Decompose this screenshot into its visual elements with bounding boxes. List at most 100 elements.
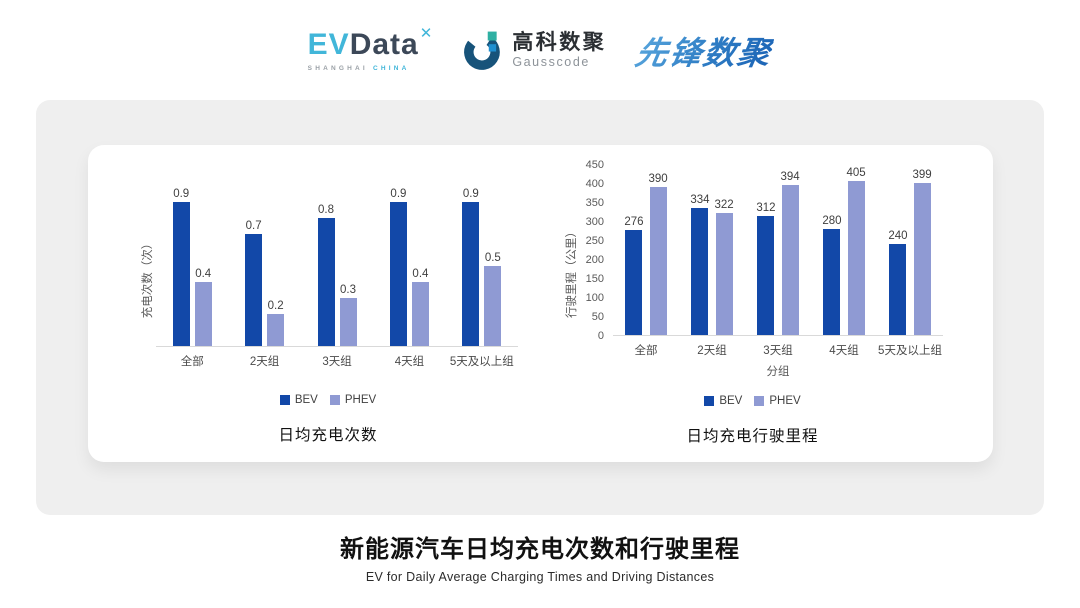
- data-label: 334: [690, 193, 710, 206]
- data-label: 0.8: [318, 203, 335, 216]
- bar-column-phev: 0.4: [411, 267, 429, 346]
- y-tick-label: 150: [585, 273, 604, 285]
- bar-phev: [411, 282, 429, 346]
- bar-column-phev: 0.4: [194, 268, 212, 346]
- bar-phev: [267, 314, 285, 346]
- gausscode-logo: 高科数聚 Gausscode: [462, 30, 606, 72]
- bar-column-phev: 0.5: [484, 252, 502, 346]
- x-axis-label: 分组: [766, 366, 790, 378]
- category-label: 3天组: [322, 356, 352, 368]
- bar-column-bev: 0.8: [317, 203, 335, 346]
- bar-bev: [625, 230, 643, 335]
- gausscode-en-text: Gausscode: [512, 55, 590, 70]
- legend-item-bev: BEV: [279, 394, 318, 406]
- category-labels: 全部 2天组 3天组 4天组 5天及以上组: [156, 353, 518, 369]
- bar-column-bev: 0.9: [172, 187, 190, 346]
- chart-title: 日均充电行驶里程: [686, 428, 819, 445]
- bar-column-phev: 394: [780, 170, 800, 335]
- category-labels: 全部 2天组 3天组 4天组 5天及以上组: [613, 342, 943, 358]
- chart-body: 行驶里程（公里） 0 50 100 150 200 250 300 350 400 450 276 39…: [562, 159, 943, 379]
- bar-phev: [484, 266, 502, 346]
- y-tick-label: 350: [585, 197, 604, 209]
- bar-column-bev: 312: [756, 201, 776, 335]
- bar-group: 280 405: [811, 165, 877, 335]
- chart-title: 日均充电次数: [278, 427, 378, 444]
- bar-bev: [757, 216, 775, 335]
- gausscode-text: 高科数聚 Gausscode: [512, 32, 606, 69]
- xianfeng-wordmark: 先锋数聚: [632, 28, 776, 74]
- evdata-china-text: CHINA: [372, 65, 410, 72]
- evdata-shanghai-text: SHANGHAI: [307, 65, 368, 72]
- category-label: 4天组: [394, 356, 425, 368]
- y-tick-label: 0: [597, 330, 604, 342]
- data-label: 405: [846, 166, 866, 179]
- category-label: 5天及以上组: [878, 345, 942, 357]
- category-label: 全部: [180, 356, 204, 368]
- data-label: 312: [756, 201, 776, 214]
- xianfeng-logo: 先锋数聚: [633, 28, 775, 74]
- bar-phev: [194, 282, 212, 346]
- bar-group: 0.7 0.2: [228, 187, 300, 346]
- legend-swatch-bev: [704, 396, 715, 406]
- legend: BEV PHEV: [279, 394, 376, 406]
- main-subtitle: EV for Daily Average Charging Times and …: [365, 570, 715, 584]
- category-label: 2天组: [697, 345, 727, 357]
- legend-label: BEV: [719, 395, 743, 407]
- plot-wrap: 0.9 0.4 0.7 0.2 0.8 0.3 0.9 0.4 0.9 0.5 全部 2天组 3天组 4天…: [156, 187, 518, 369]
- category-label: 5天及以上组: [449, 356, 514, 368]
- bar-bev: [317, 218, 335, 346]
- bar-column-bev: 276: [624, 216, 644, 335]
- y-tick-label: 100: [585, 292, 604, 304]
- data-label: 394: [780, 170, 800, 183]
- bar-group: 240 399: [877, 165, 943, 335]
- bar-bev: [245, 234, 263, 346]
- data-label: 0.9: [173, 187, 190, 200]
- gray-panel: 充电次数（次） 0.9 0.4 0.7 0.2 0.8 0.3 0.9 0.4 0.9 0.5 全部 2…: [36, 100, 1044, 515]
- category-label: 全部: [634, 345, 658, 357]
- legend-swatch-phev: [329, 395, 340, 405]
- bar-column-bev: 0.9: [462, 188, 480, 346]
- y-axis-label-text: 充电次数（次）: [142, 237, 154, 319]
- bar-column-bev: 0.7: [245, 219, 263, 346]
- data-label: 0.3: [340, 283, 357, 296]
- bar-phev: [913, 183, 931, 335]
- gausscode-cn-text: 高科数聚: [512, 31, 607, 55]
- header-logos: EV Data ✕ SHANGHAI CHINA 高科数聚 Gausscode …: [0, 20, 1080, 82]
- category-label: 4天组: [829, 345, 859, 357]
- bar-group: 276 390: [613, 165, 679, 335]
- bar-column-bev: 334: [690, 193, 710, 335]
- category-label: 3天组: [763, 345, 793, 357]
- y-axis-label: 行驶里程（公里）: [562, 165, 580, 379]
- charts-card: 充电次数（次） 0.9 0.4 0.7 0.2 0.8 0.3 0.9 0.4 0.9 0.5 全部 2…: [88, 145, 993, 462]
- bar-phev: [649, 187, 667, 335]
- legend: BEV PHEV: [704, 395, 801, 407]
- legend-swatch-bev: [279, 395, 290, 405]
- bar-bev: [389, 202, 407, 346]
- bar-phev: [781, 185, 799, 335]
- legend-label: BEV: [294, 394, 318, 406]
- bar-column-bev: 240: [888, 230, 908, 335]
- bar-column-phev: 0.2: [267, 300, 285, 346]
- y-tick-label: 300: [585, 216, 604, 228]
- plot-area: 276 390 334 322 312 394 280 405 240 399: [613, 165, 943, 336]
- legend-swatch-phev: [754, 396, 765, 406]
- bar-group: 0.9 0.4: [156, 187, 228, 346]
- bar-group: 334 322: [679, 165, 745, 335]
- bar-column-phev: 0.3: [339, 283, 357, 346]
- main-title: 新能源汽车日均充电次数和行驶里程: [340, 536, 740, 563]
- data-label: 0.7: [245, 219, 262, 232]
- chart-body: 充电次数（次） 0.9 0.4 0.7 0.2 0.8 0.3 0.9 0.4 0.9 0.5 全部 2…: [138, 187, 518, 369]
- evdata-logo: EV Data ✕ SHANGHAI CHINA: [308, 26, 433, 72]
- bar-column-phev: 405: [846, 166, 866, 335]
- bar-bev: [691, 208, 709, 335]
- data-label: 399: [912, 168, 932, 181]
- data-label: 0.4: [412, 267, 429, 280]
- bar-group: 312 394: [745, 165, 811, 335]
- plot-area: 0.9 0.4 0.7 0.2 0.8 0.3 0.9 0.4 0.9 0.5: [156, 187, 518, 347]
- bar-group: 0.9 0.5: [446, 187, 518, 346]
- evdata-subtext: SHANGHAI CHINA: [308, 65, 410, 72]
- bar-phev: [715, 213, 733, 335]
- evdata-wordmark: EV Data ✕: [308, 26, 433, 60]
- bar-phev: [847, 181, 865, 335]
- category-label: 2天组: [249, 356, 280, 368]
